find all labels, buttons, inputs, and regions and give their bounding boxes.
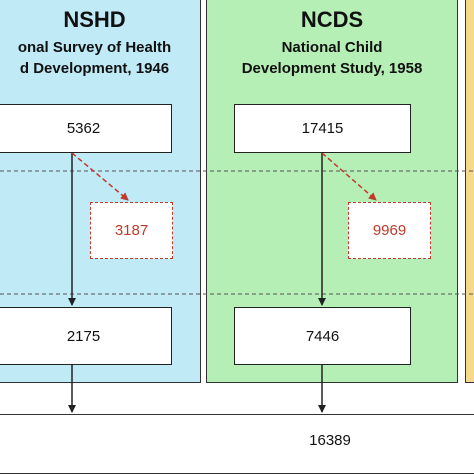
nshd-subtitle-line2: d Development, 1946	[19, 60, 170, 77]
ncds-subtitle-line1: National Child	[281, 39, 383, 56]
third-cohort-panel	[465, 0, 474, 383]
ncds-retained-count: 7446	[234, 307, 411, 365]
ncds-title: NCDS	[300, 7, 364, 32]
nshd-retained-count: 2175	[0, 307, 172, 365]
ncds-dropout-count: 9969	[348, 202, 431, 259]
nshd-dropout-arrow	[71, 152, 129, 201]
ncds-subtitle-line2: Development Study, 1958	[241, 60, 423, 77]
pooled-total: 16389	[309, 432, 351, 449]
nshd-subtitle-line1: onal Survey of Health	[17, 39, 172, 56]
ncds-initial-count: 17415	[234, 104, 411, 153]
nshd-initial-count: 5362	[0, 104, 172, 153]
nshd-title: NSHD	[63, 7, 126, 32]
nshd-dropout-count: 3187	[90, 202, 173, 259]
ncds-dropout-arrow	[321, 152, 377, 201]
